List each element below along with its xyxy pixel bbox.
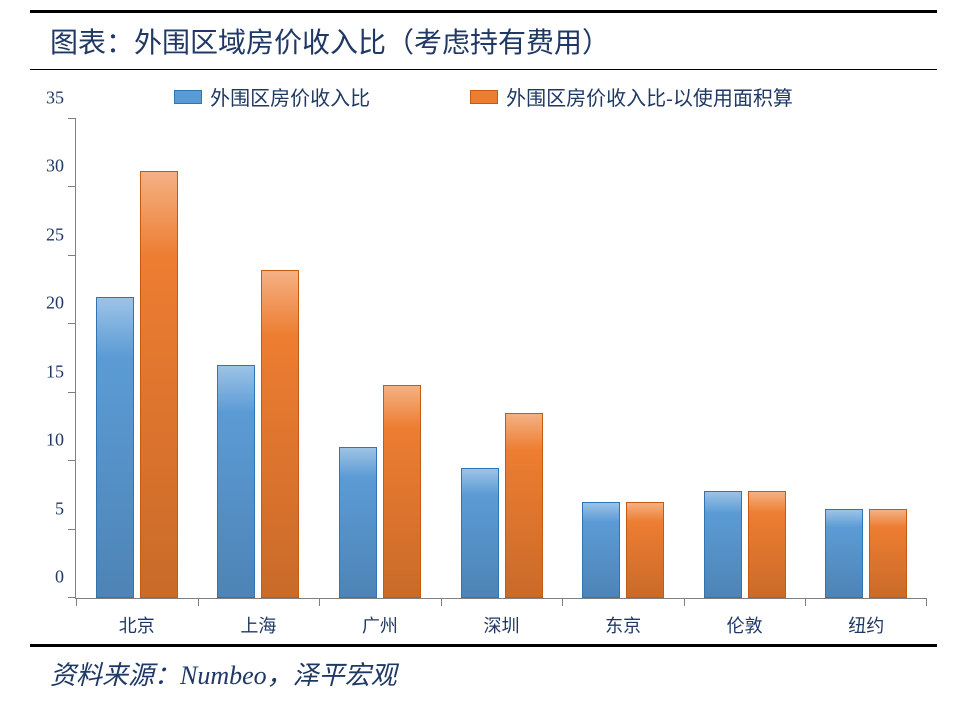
y-tick <box>68 460 76 461</box>
x-axis-label: 深圳 <box>484 612 520 638</box>
bar-series-2 <box>261 270 299 598</box>
source-text: 资料来源：Numbeo，泽平宏观 <box>50 655 937 692</box>
bar-series-1 <box>461 468 499 598</box>
bar-series-2 <box>383 385 421 598</box>
x-tick <box>684 598 685 606</box>
title-row: 图表：外围区域房价收入比（考虑持有费用） <box>30 10 937 70</box>
x-tick <box>562 598 563 606</box>
bar-series-2 <box>869 509 907 598</box>
y-axis-label: 10 <box>46 430 64 451</box>
y-tick <box>68 186 76 187</box>
bars-container: 北京上海广州深圳东京伦敦纽约 <box>76 119 927 598</box>
bar-series-2 <box>748 491 786 598</box>
bar-group: 广州 <box>319 119 441 598</box>
y-axis-label: 25 <box>46 224 64 245</box>
bar-group: 北京 <box>76 119 198 598</box>
x-tick <box>805 598 806 606</box>
legend-swatch-1 <box>174 90 202 104</box>
plot-area: 北京上海广州深圳东京伦敦纽约 05101520253035 <box>75 119 927 599</box>
y-axis-label: 0 <box>55 567 64 588</box>
chart-container: 图表：外围区域房价收入比（考虑持有费用） 外围区房价收入比 外围区房价收入比-以… <box>0 0 967 702</box>
legend-label-1: 外围区房价收入比 <box>210 82 370 111</box>
y-tick <box>68 118 76 119</box>
footer: 资料来源：Numbeo，泽平宏观 <box>30 644 937 692</box>
bar-group: 上海 <box>198 119 320 598</box>
bar-series-1 <box>339 447 377 598</box>
legend-item-2: 外围区房价收入比-以使用面积算 <box>470 82 793 111</box>
x-axis-label: 上海 <box>240 612 276 638</box>
bar-series-1 <box>582 502 620 598</box>
y-axis-label: 30 <box>46 156 64 177</box>
x-axis-label: 北京 <box>119 612 155 638</box>
bar-series-1 <box>825 509 863 598</box>
bar-series-1 <box>96 297 134 598</box>
bar-series-1 <box>704 491 742 598</box>
x-axis-label: 广州 <box>362 612 398 638</box>
y-tick <box>68 529 76 530</box>
x-axis-label: 伦敦 <box>727 612 763 638</box>
y-tick <box>68 255 76 256</box>
x-tick <box>76 598 77 606</box>
bar-series-1 <box>217 365 255 598</box>
bar-group: 深圳 <box>441 119 563 598</box>
x-tick <box>441 598 442 606</box>
legend-swatch-2 <box>470 90 498 104</box>
y-tick <box>68 597 76 598</box>
bar-series-2 <box>505 413 543 598</box>
chart-title: 图表：外围区域房价收入比（考虑持有费用） <box>50 21 937 61</box>
legend: 外围区房价收入比 外围区房价收入比-以使用面积算 <box>30 70 937 119</box>
y-tick <box>68 392 76 393</box>
y-tick <box>68 323 76 324</box>
y-axis-label: 20 <box>46 293 64 314</box>
chart-area: 北京上海广州深圳东京伦敦纽约 05101520253035 <box>60 119 927 639</box>
bar-group: 东京 <box>562 119 684 598</box>
x-tick <box>319 598 320 606</box>
bar-group: 伦敦 <box>684 119 806 598</box>
y-axis-label: 5 <box>55 498 64 519</box>
legend-label-2: 外围区房价收入比-以使用面积算 <box>506 82 793 111</box>
y-axis-label: 15 <box>46 361 64 382</box>
x-axis-label: 东京 <box>605 612 641 638</box>
x-tick <box>926 598 927 606</box>
bar-series-2 <box>626 502 664 598</box>
bar-series-2 <box>140 171 178 598</box>
y-axis-label: 35 <box>46 88 64 109</box>
legend-item-1: 外围区房价收入比 <box>174 82 370 111</box>
x-axis-label: 纽约 <box>848 612 884 638</box>
x-tick <box>198 598 199 606</box>
bar-group: 纽约 <box>805 119 927 598</box>
